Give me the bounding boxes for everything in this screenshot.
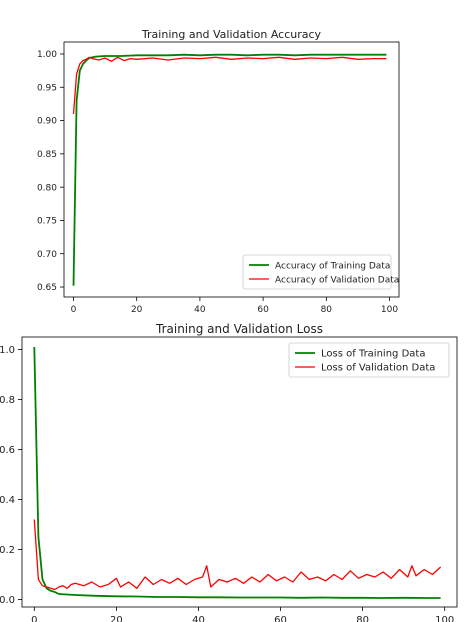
x-tick-label: 100: [381, 305, 398, 315]
y-tick-label: 0.70: [37, 250, 57, 260]
x-tick-label: 20: [131, 305, 143, 315]
chart-title: Training and Validation Accuracy: [141, 28, 322, 41]
y-tick-label: 0.65: [37, 283, 57, 293]
x-tick-label: 60: [274, 615, 287, 622]
y-tick-label: 1.00: [37, 50, 57, 60]
legend-label-2: Accuracy of Validation Data: [275, 276, 399, 286]
x-tick-label: 80: [356, 615, 369, 622]
plot-frame: [21, 336, 458, 608]
x-tick-label: 20: [110, 615, 123, 622]
chart-2: Training and Validation Loss 0 20 40 60 80 100…: [0, 322, 458, 622]
series-line-2: [33, 519, 442, 591]
y-tick-label: 0.4: [0, 495, 15, 506]
x-tick-label: 40: [194, 305, 206, 315]
y-tick-label: 0.2: [0, 545, 15, 556]
legend: Accuracy of Training Data Accuracy of Val…: [242, 254, 399, 290]
series-line-1: [72, 53, 387, 286]
x-tick-label: 100: [435, 615, 454, 622]
y-tick-label: 0.90: [37, 117, 57, 127]
x-tick-label: 60: [257, 305, 269, 315]
y-tick-label: 0.80: [37, 183, 57, 193]
series-line-2: [72, 56, 387, 114]
y-tick-label: 0.95: [37, 83, 57, 93]
legend-box: [242, 254, 392, 290]
legend-label-1: Accuracy of Training Data: [275, 262, 390, 272]
y-tick-label: 0.85: [37, 150, 57, 160]
x-tick-label: 0: [31, 615, 37, 622]
x-tick-label: 40: [192, 615, 205, 622]
legend-label-1: Loss of Training Data: [321, 349, 425, 360]
legend-box: [288, 342, 450, 378]
y-tick-label: 1.0: [0, 345, 15, 356]
y-tick-label: 0.0: [0, 595, 15, 606]
y-tick-label: 0.6: [0, 445, 15, 456]
series-line-1: [33, 346, 441, 599]
y-tick-label: 0.75: [37, 217, 57, 227]
plot-frame: [63, 41, 400, 298]
chart-1: Training and Validation Accuracy 0 20 40 60 8…: [37, 28, 400, 315]
x-tick-label: 80: [321, 305, 333, 315]
legend: Loss of Training Data Loss of Validation …: [288, 342, 450, 378]
chart-title: Training and Validation Loss: [155, 322, 323, 336]
legend-label-2: Loss of Validation Data: [321, 363, 435, 374]
y-tick-label: 0.8: [0, 395, 15, 406]
x-tick-label: 0: [71, 305, 77, 315]
